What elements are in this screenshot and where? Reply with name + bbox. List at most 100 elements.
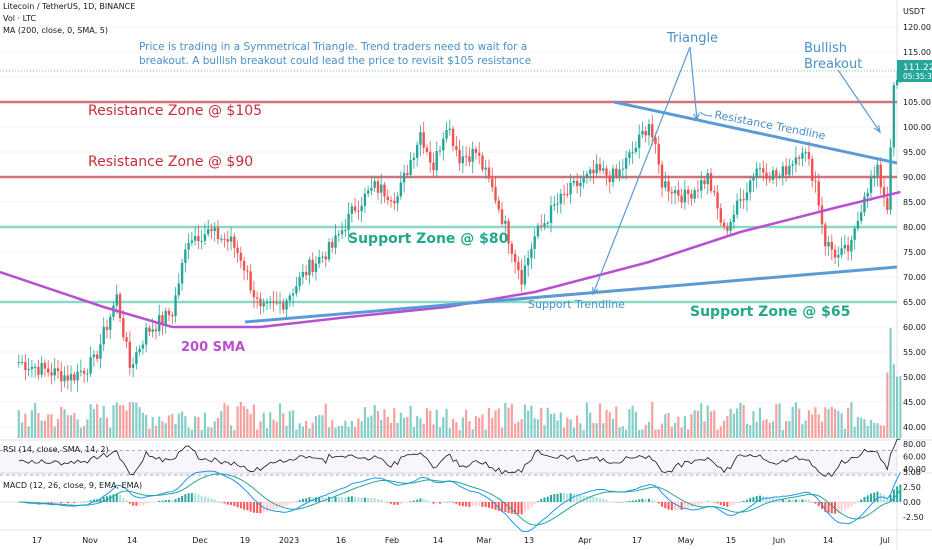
macd-histogram-bar — [383, 501, 386, 502]
volume-bar — [167, 415, 171, 438]
candle — [161, 315, 164, 324]
symbol-title[interactable]: Litecoin / TetherUS, 1D, BINANCE — [3, 2, 136, 11]
volume-bar — [161, 421, 164, 438]
macd-histogram-bar — [102, 496, 105, 502]
candle — [259, 298, 262, 307]
candle — [889, 147, 892, 210]
volume-bar — [409, 405, 412, 438]
candle — [73, 374, 76, 381]
candle — [324, 256, 327, 260]
volume-bar — [820, 421, 824, 438]
volume-bar — [471, 429, 474, 438]
volume-bar — [514, 423, 517, 438]
volume-bar — [393, 408, 396, 438]
macd-histogram-bar — [494, 502, 497, 510]
candle — [758, 168, 762, 170]
volume-bar — [109, 427, 112, 438]
candle — [693, 190, 696, 199]
macd-histogram-bar — [834, 502, 837, 514]
macd-histogram-bar — [112, 494, 115, 502]
volume-bar — [657, 429, 660, 438]
price-tick-label: 115.00 — [903, 48, 931, 57]
macd-histogram-bar — [442, 502, 445, 503]
candle — [631, 151, 634, 153]
volume-bar — [709, 411, 713, 438]
candle — [523, 265, 527, 285]
volume-bar — [187, 427, 190, 438]
macd-histogram-bar — [710, 501, 713, 503]
breakout-arrow — [837, 69, 881, 133]
volume-bar — [833, 409, 837, 438]
candle — [755, 168, 758, 178]
macd-histogram-bar — [416, 499, 419, 502]
macd-histogram-bar — [292, 502, 295, 504]
macd-histogram-bar — [670, 502, 673, 511]
candle — [690, 193, 693, 199]
volume-indicator-label[interactable]: Vol · LTC — [3, 14, 36, 23]
macd-histogram-bar — [174, 499, 177, 502]
candle — [598, 164, 602, 171]
candle — [811, 158, 814, 181]
macd-histogram-bar — [429, 501, 432, 503]
macd-histogram-bar — [487, 502, 490, 508]
candle — [164, 310, 167, 324]
volume-bar — [256, 429, 259, 438]
volume-bar — [102, 405, 105, 438]
price-tick-label: 105.00 — [903, 98, 931, 107]
candle — [171, 314, 174, 317]
macd-histogram-bar — [439, 502, 442, 504]
candle — [768, 178, 771, 180]
macd-histogram-bar — [863, 497, 866, 502]
candle — [837, 254, 840, 258]
volume-bar — [726, 415, 729, 438]
macd-histogram-bar — [634, 500, 637, 502]
candle — [105, 326, 109, 330]
candle — [314, 263, 318, 273]
volume-bar — [373, 405, 376, 438]
macd-histogram-bar — [145, 502, 148, 504]
candle — [520, 270, 523, 285]
macd-histogram-bar — [321, 497, 324, 502]
macd-histogram-bar — [572, 493, 575, 502]
candle — [735, 200, 739, 215]
volume-bar — [301, 426, 304, 438]
volume-bar — [445, 408, 448, 438]
ma-indicator-label[interactable]: MA (200, close, 0, SMA, 5) — [3, 26, 109, 35]
macd-histogram-bar — [749, 498, 752, 502]
candle — [249, 271, 252, 291]
candle — [553, 204, 556, 206]
macd-histogram-bar — [755, 496, 758, 502]
candle — [56, 368, 60, 372]
price-tick-label: 100.00 — [903, 123, 931, 132]
current-price: 111.22 — [903, 63, 932, 73]
volume-bar — [487, 407, 491, 438]
time-tick-label: Apr — [578, 536, 593, 545]
volume-bar — [690, 414, 693, 438]
candle — [762, 168, 765, 173]
volume-bar — [481, 414, 484, 438]
macd-histogram-bar — [621, 502, 624, 503]
macd-histogram-bar — [301, 498, 304, 502]
price-tick-label: 45.00 — [903, 398, 926, 407]
volume-bar — [53, 426, 56, 438]
volume-bar — [128, 402, 131, 438]
volume-bar — [556, 420, 559, 438]
volume-bar — [781, 429, 784, 438]
macd-histogram-bar — [119, 495, 122, 502]
macd-histogram-bar — [706, 501, 709, 502]
rsi-indicator-label: RSI (14, close, SMA, 14, 2) — [3, 445, 109, 454]
volume-bar — [47, 414, 50, 438]
volume-bar — [269, 412, 272, 438]
candle — [275, 302, 278, 304]
macd-histogram-bar — [765, 496, 768, 502]
macd-histogram-bar — [579, 495, 582, 502]
candle — [794, 157, 798, 165]
macd-histogram-bar — [654, 501, 657, 502]
macd-histogram-bar — [618, 502, 621, 503]
macd-histogram-bar — [644, 499, 647, 502]
macd-histogram-bar — [305, 498, 308, 502]
candle — [840, 248, 843, 255]
macd-histogram-bar — [719, 502, 722, 505]
macd-histogram-bar — [674, 502, 677, 511]
